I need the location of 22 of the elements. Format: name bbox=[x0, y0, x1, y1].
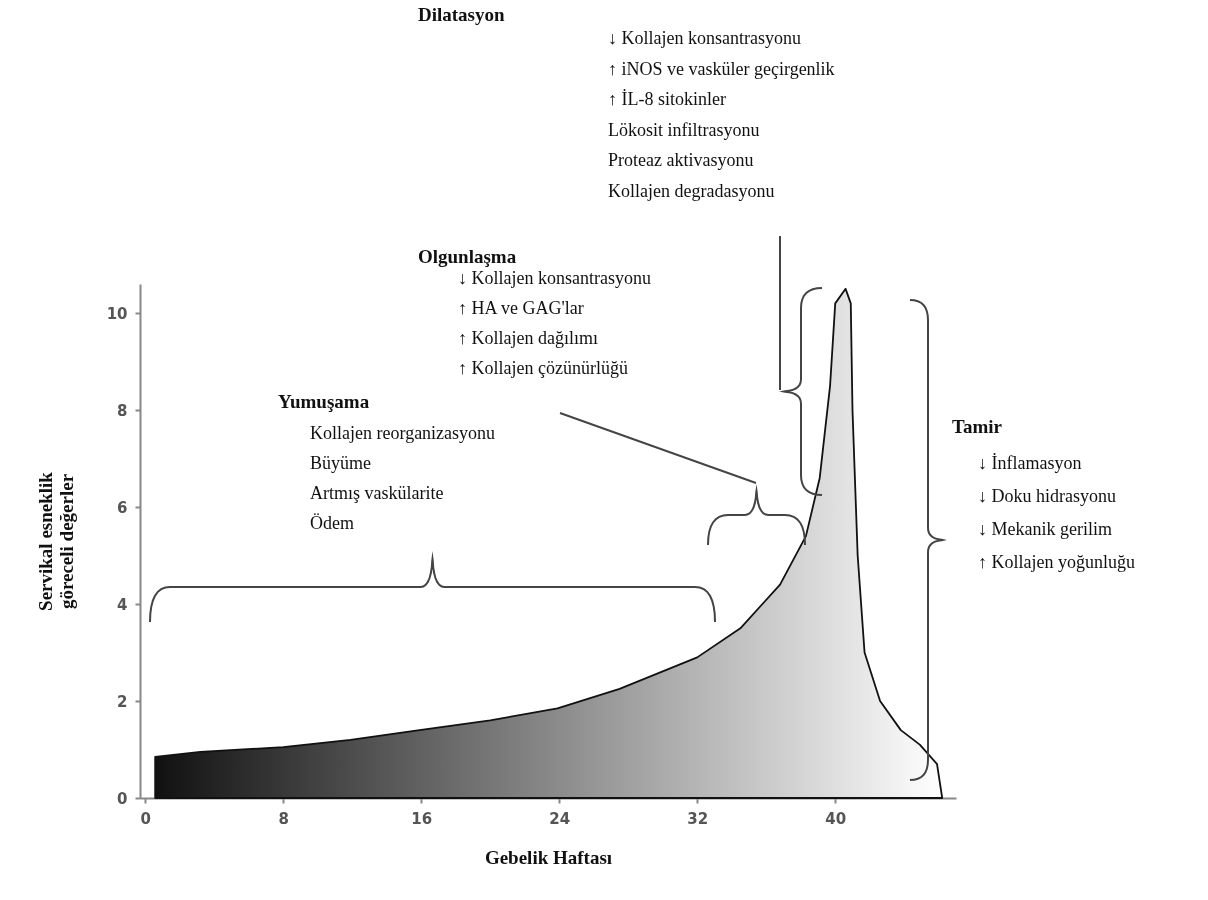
annotation: Yumuşama bbox=[278, 391, 370, 412]
x-axis-title: Gebelik Haftası bbox=[484, 846, 613, 868]
x-tick-label: 8 bbox=[278, 809, 289, 828]
x-tick-label: 24 bbox=[549, 809, 571, 828]
text: ↓ İnflamasyon ↓ Doku hidrasyonu ↓ Mekanik gerilim ↑ Kollajen yoğunluğu bbox=[978, 453, 1135, 572]
text: Olgunlaşma bbox=[418, 246, 517, 267]
annotation: Kollajen reorganizasyonu Büyüme Artmış vaskülarite Ödem bbox=[310, 423, 496, 533]
y-axis-title: Servikal esneklik göreceli değerler bbox=[34, 471, 77, 611]
x-tick-label: 40 bbox=[825, 809, 847, 828]
y-tick-label: 2 bbox=[117, 692, 128, 711]
annotation: Tamir bbox=[952, 416, 1003, 437]
text: Dilatasyon bbox=[418, 4, 505, 25]
annotation: ↓ Kollajen konsantrasyonu ↑ HA ve GAG'lar ↑ Kollajen dağılımı ↑ Kollajen çözünürlüğü bbox=[458, 268, 651, 378]
y-tick-label: 6 bbox=[117, 498, 128, 517]
x-tick-label: 0 bbox=[140, 809, 151, 828]
text: ↓ Kollajen konsantrasyonu ↑ iNOS ve vasküler geçirgenlik ↑ İL-8 sitokinler Lökosit infiltrasyonu Proteaz aktivasyonu Kollajen degradasyonu bbox=[608, 28, 835, 201]
y-tick-label: 0 bbox=[117, 789, 128, 808]
x-tick-label: 16 bbox=[411, 809, 433, 828]
y-tick-label: 4 bbox=[117, 595, 128, 614]
x-tick-label: 32 bbox=[687, 809, 709, 828]
y-tick-label: 8 bbox=[117, 401, 128, 420]
y-tick-label: 10 bbox=[106, 304, 128, 323]
